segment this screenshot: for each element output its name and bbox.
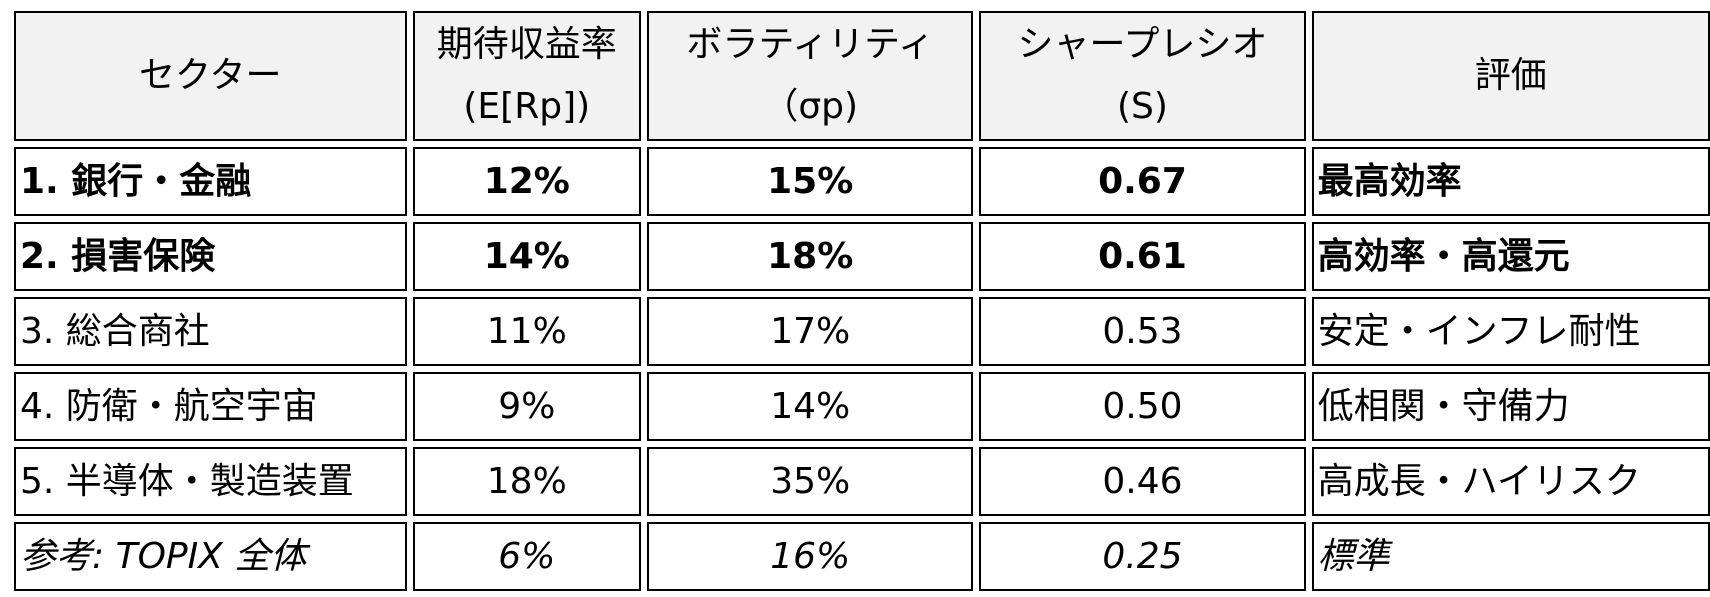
cell-volatility: 15% (647, 147, 974, 216)
cell-sharpe: 0.67 (979, 147, 1306, 216)
header-rating-label: 評価 (1474, 55, 1547, 96)
cell-sector: 2. 損害保険 (14, 222, 407, 291)
cell-volatility: 35% (647, 447, 974, 516)
cell-sector: 4. 防衛・航空宇宙 (14, 372, 407, 441)
reference-row: 参考: TOPIX 全体 6% 16% 0.25 標準 (14, 522, 1710, 591)
table-row: 3. 総合商社 11% 17% 0.53 安定・インフレ耐性 (14, 297, 1710, 366)
header-volatility: ボラティリティ （σp) (647, 11, 974, 141)
header-sharpe-line2: (S) (1117, 86, 1168, 127)
cell-expected-return: 18% (412, 447, 642, 516)
cell-rating: 高効率・高還元 (1311, 222, 1710, 291)
header-expected-return: 期待収益率 (E[Rp]) (412, 11, 642, 141)
cell-sharpe: 0.46 (979, 447, 1306, 516)
cell-volatility: 16% (647, 522, 974, 591)
table-row: 1. 銀行・金融 12% 15% 0.67 最高効率 (14, 147, 1710, 216)
cell-expected-return: 14% (412, 222, 642, 291)
cell-sharpe: 0.61 (979, 222, 1306, 291)
cell-expected-return: 6% (412, 522, 642, 591)
cell-rating: 高成長・ハイリスク (1311, 447, 1710, 516)
cell-volatility: 14% (647, 372, 974, 441)
cell-expected-return: 11% (412, 297, 642, 366)
header-expected-return-line2: (E[Rp]) (463, 86, 591, 127)
header-volatility-line1: ボラティリティ (686, 24, 935, 65)
table-row: 4. 防衛・航空宇宙 9% 14% 0.50 低相関・守備力 (14, 372, 1710, 441)
cell-expected-return: 12% (412, 147, 642, 216)
cell-sharpe: 0.50 (979, 372, 1306, 441)
sector-comparison-table: セクター 期待収益率 (E[Rp]) ボラティリティ （σp) シャープレシオ … (8, 5, 1710, 597)
header-sharpe-line1: シャープレシオ (1017, 24, 1268, 65)
cell-sharpe: 0.53 (979, 297, 1306, 366)
cell-rating: 低相関・守備力 (1311, 372, 1710, 441)
header-expected-return-line1: 期待収益率 (436, 24, 617, 65)
cell-sharpe: 0.25 (979, 522, 1306, 591)
cell-rating: 安定・インフレ耐性 (1311, 297, 1710, 366)
header-volatility-line2: （σp) (762, 86, 859, 127)
header-rating: 評価 (1311, 11, 1710, 141)
cell-volatility: 18% (647, 222, 974, 291)
cell-expected-return: 9% (412, 372, 642, 441)
header-sector-label: セクター (138, 55, 282, 96)
table-row: 5. 半導体・製造装置 18% 35% 0.46 高成長・ハイリスク (14, 447, 1710, 516)
cell-sector: 参考: TOPIX 全体 (14, 522, 407, 591)
cell-sector: 1. 銀行・金融 (14, 147, 407, 216)
cell-sector: 5. 半導体・製造装置 (14, 447, 407, 516)
header-sharpe: シャープレシオ (S) (979, 11, 1306, 141)
cell-rating: 標準 (1311, 522, 1710, 591)
cell-sector: 3. 総合商社 (14, 297, 407, 366)
cell-rating: 最高効率 (1311, 147, 1710, 216)
sector-comparison-sheet: セクター 期待収益率 (E[Rp]) ボラティリティ （σp) シャープレシオ … (14, 11, 1710, 591)
header-sector: セクター (14, 11, 407, 141)
table-row: 2. 損害保険 14% 18% 0.61 高効率・高還元 (14, 222, 1710, 291)
cell-volatility: 17% (647, 297, 974, 366)
header-row: セクター 期待収益率 (E[Rp]) ボラティリティ （σp) シャープレシオ … (14, 11, 1710, 141)
